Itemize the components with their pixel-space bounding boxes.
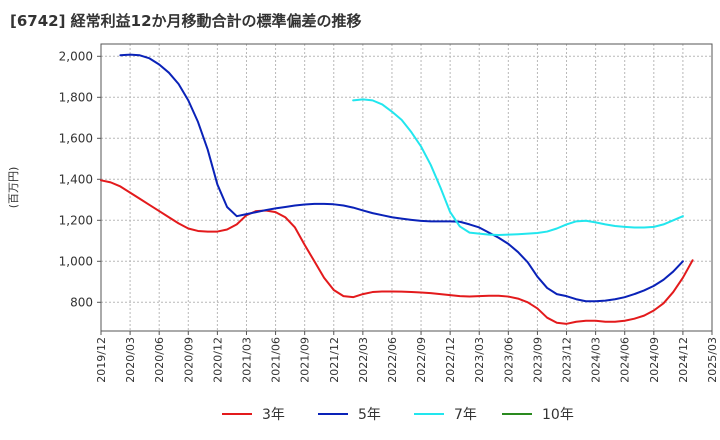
y-tick-label: 1,800 <box>59 90 93 104</box>
plot-frame <box>100 43 713 332</box>
legend-label: 3年 <box>262 407 285 423</box>
legend-label: 7年 <box>454 407 477 423</box>
y-tick-label: 1,000 <box>59 254 93 268</box>
x-tick-label: 2023/09 <box>531 337 544 383</box>
x-tick-label: 2020/12 <box>211 337 224 383</box>
x-tick-label: 2019/12 <box>95 337 108 383</box>
chart-legend: 3年 5年 7年 10年 <box>0 404 720 426</box>
legend-swatch <box>414 413 444 415</box>
x-tick-label: 2020/06 <box>153 337 166 383</box>
x-tick-label: 2024/06 <box>619 337 632 383</box>
x-tick-label: 2025/03 <box>706 337 719 383</box>
x-tick-label: 2024/03 <box>590 337 603 383</box>
legend-swatch <box>222 413 252 415</box>
x-tick-label: 2023/12 <box>561 337 574 383</box>
y-tick-label: 1,400 <box>59 172 93 186</box>
x-tick-label: 2024/12 <box>677 337 690 383</box>
legend-label: 10年 <box>542 407 574 423</box>
legend-item: 7年 <box>414 404 477 424</box>
x-tick-label: 2022/09 <box>415 337 428 383</box>
chart-title: [6742] 経常利益12か月移動合計の標準偏差の推移 <box>10 12 362 30</box>
x-tick-label: 2022/06 <box>386 337 399 383</box>
series-line-5年 <box>119 53 684 303</box>
legend-label: 5年 <box>358 407 381 423</box>
y-tick-label: 1,600 <box>59 131 93 145</box>
x-tick-label: 2020/09 <box>182 337 195 383</box>
y-axis-label: (百万円) <box>7 167 20 209</box>
y-tick-label: 2,000 <box>59 49 93 63</box>
x-tick-label: 2021/06 <box>270 337 283 383</box>
x-tick-label: 2020/03 <box>124 337 137 383</box>
x-tick-label: 2023/03 <box>473 337 486 383</box>
series-line-7年 <box>352 98 684 237</box>
y-tick-label: 800 <box>70 295 93 309</box>
y-tick-label: 1,200 <box>59 213 93 227</box>
x-tick-label: 2021/12 <box>328 337 341 383</box>
legend-swatch <box>318 413 348 415</box>
x-tick-label: 2023/06 <box>502 337 515 383</box>
legend-swatch <box>502 413 532 415</box>
x-tick-label: 2022/03 <box>357 337 370 383</box>
legend-item: 10年 <box>502 404 574 424</box>
x-tick-label: 2021/09 <box>299 337 312 383</box>
x-tick-label: 2024/09 <box>648 337 661 383</box>
x-tick-label: 2022/12 <box>444 337 457 383</box>
x-tick-label: 2021/03 <box>240 337 253 383</box>
legend-item: 3年 <box>222 404 285 424</box>
legend-item: 5年 <box>318 404 381 424</box>
series-line-3年 <box>100 179 694 325</box>
